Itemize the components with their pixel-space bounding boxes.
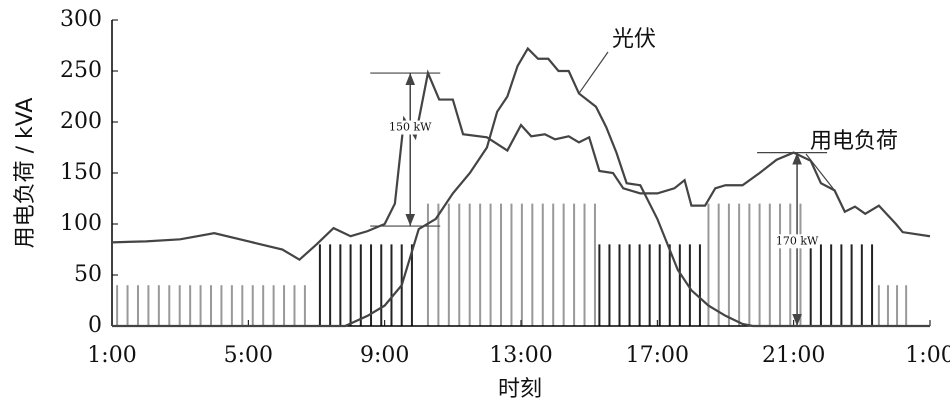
price-band — [809, 244, 874, 326]
x-tick-label: 5:00 — [224, 343, 273, 368]
y-tick-label: 0 — [88, 313, 102, 338]
price-band — [116, 285, 306, 326]
y-tick-label: 250 — [60, 58, 102, 83]
series-label: 用电负荷 — [810, 129, 898, 154]
annotation-bg — [388, 120, 433, 135]
x-tick-label: 9:00 — [360, 343, 409, 368]
y-tick-label: 50 — [74, 262, 102, 287]
price-band — [877, 285, 908, 326]
annotation-bg — [775, 234, 820, 249]
x-tick-label: 21:00 — [762, 343, 825, 368]
price-band — [707, 203, 802, 326]
price-band — [318, 244, 413, 326]
x-axis-title: 时刻 — [498, 377, 542, 402]
y-tick-label: 200 — [60, 109, 102, 134]
price-band — [426, 203, 596, 326]
y-tick-label: 300 — [60, 7, 102, 32]
series-label: 光伏 — [612, 27, 656, 52]
y-axis-title: 用电负荷 / kVA — [13, 98, 38, 249]
label-pointer — [578, 51, 609, 94]
annotation: 150 kW — [389, 121, 432, 134]
x-tick-label: 17:00 — [626, 343, 689, 368]
label-pointer — [805, 153, 836, 191]
y-tick-label: 100 — [60, 211, 102, 236]
x-tick-label: 1:00 — [87, 343, 136, 368]
line — [111, 69, 931, 262]
y-tick-label: 150 — [60, 160, 102, 185]
annotation: 170 kW — [776, 234, 819, 247]
x-tick-label: 1:00 — [905, 343, 950, 368]
price-band — [598, 244, 701, 326]
x-tick-label: 13:00 — [489, 343, 552, 368]
